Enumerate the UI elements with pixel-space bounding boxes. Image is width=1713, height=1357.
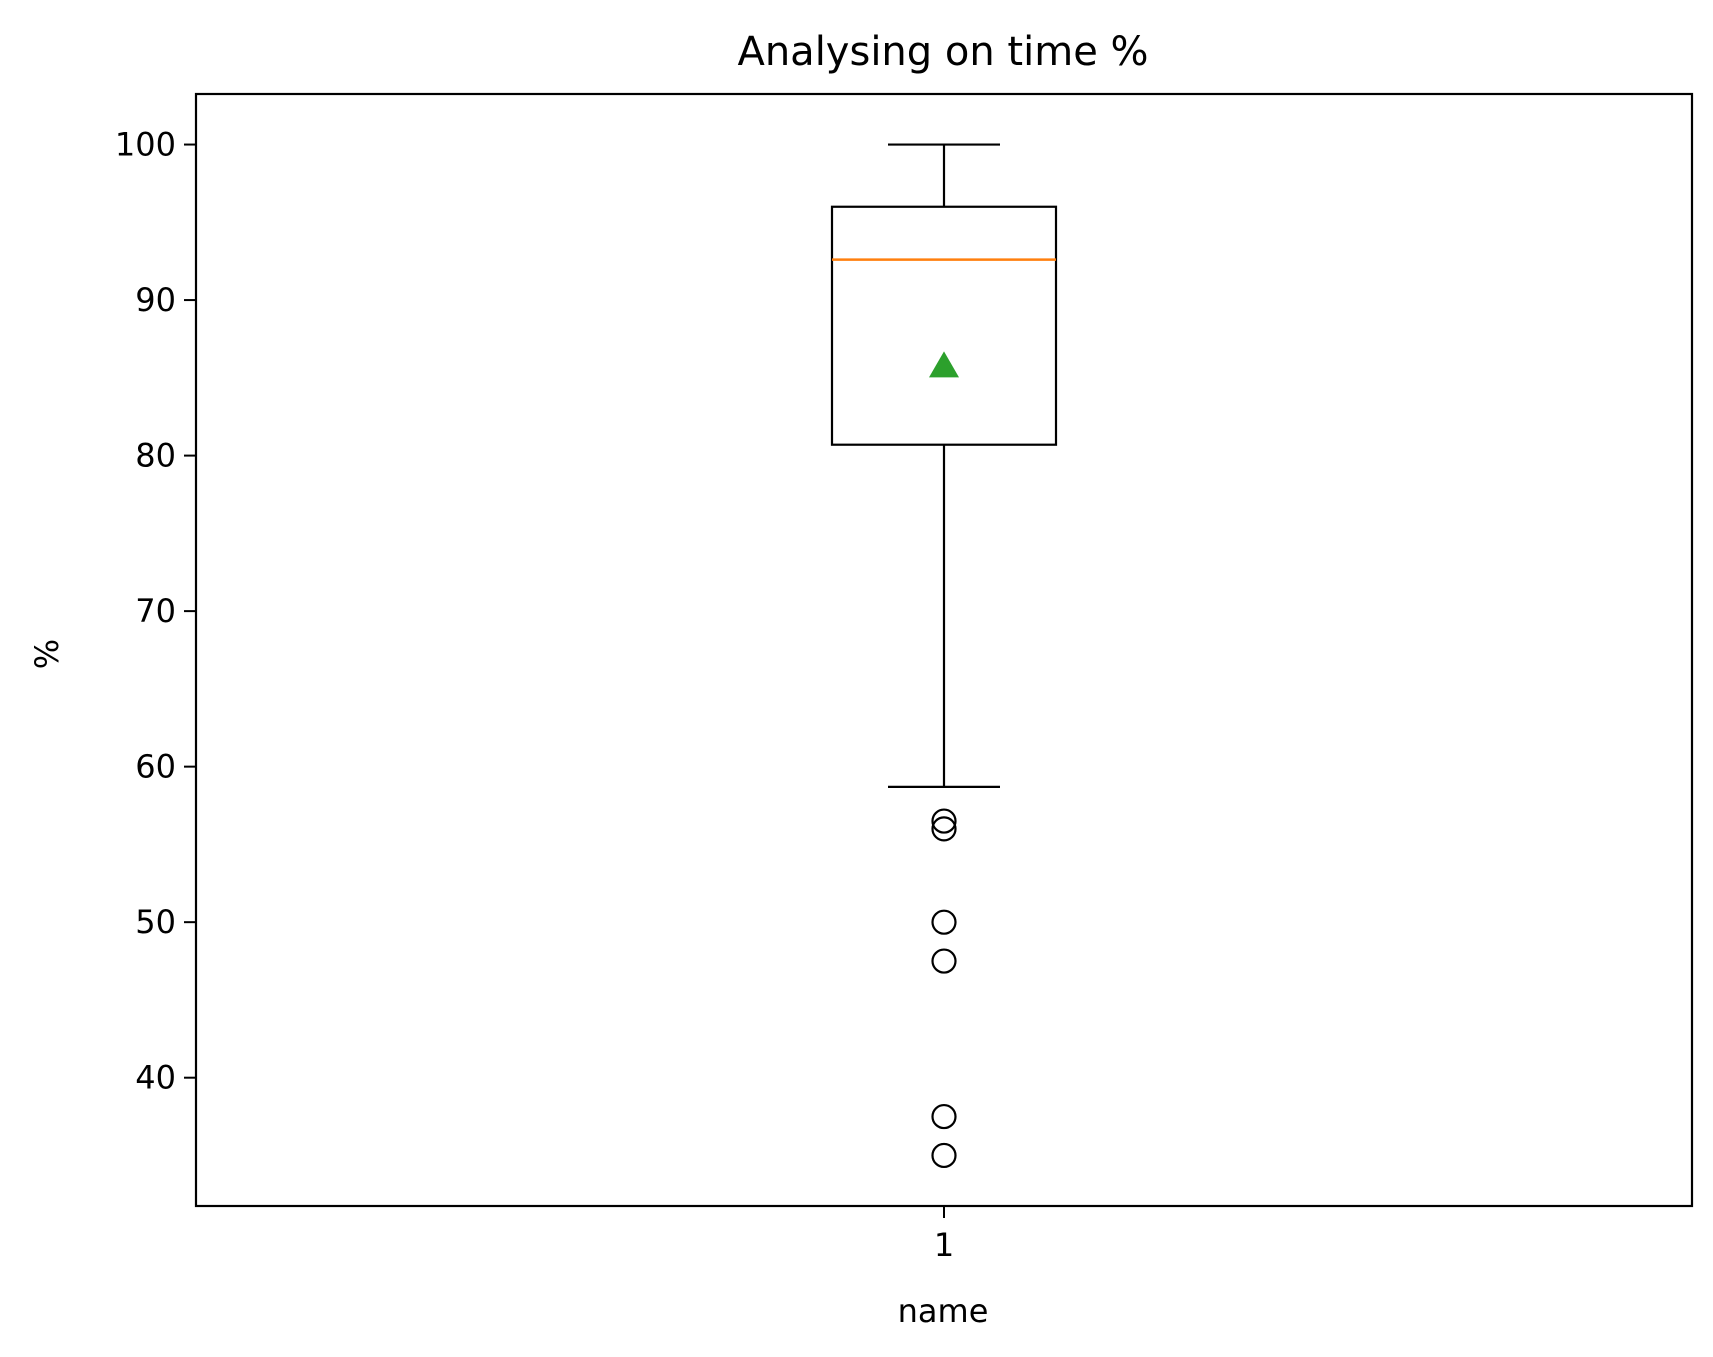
outlier-point xyxy=(931,816,957,842)
plot-marks xyxy=(830,143,1058,1169)
x-tick-label: 1 xyxy=(934,1226,954,1264)
y-tick-label: 50 xyxy=(135,903,176,941)
outlier-point xyxy=(931,1142,957,1169)
outlier-point xyxy=(931,1103,957,1130)
y-tick-label: 40 xyxy=(135,1059,176,1097)
y-tick-label: 70 xyxy=(135,592,176,630)
outlier-point xyxy=(931,909,957,935)
y-axis-label: % xyxy=(28,639,66,669)
y-axis: 40 50 60 70 80 90 100 xyxy=(115,126,196,1097)
outlier-point xyxy=(931,948,957,974)
x-axis: 1 xyxy=(934,1206,954,1264)
chart-title: Analysing on time % xyxy=(737,29,1148,75)
box-group xyxy=(830,143,1058,1169)
mean-marker xyxy=(929,351,959,378)
outlier-point xyxy=(931,808,957,834)
y-tick-label: 80 xyxy=(135,437,176,475)
y-tick-label: 60 xyxy=(135,748,176,786)
interquartile-box xyxy=(830,205,1058,446)
x-axis-label: name xyxy=(898,1292,989,1330)
y-tick-label: 90 xyxy=(135,281,176,319)
y-tick-label: 100 xyxy=(115,126,176,164)
